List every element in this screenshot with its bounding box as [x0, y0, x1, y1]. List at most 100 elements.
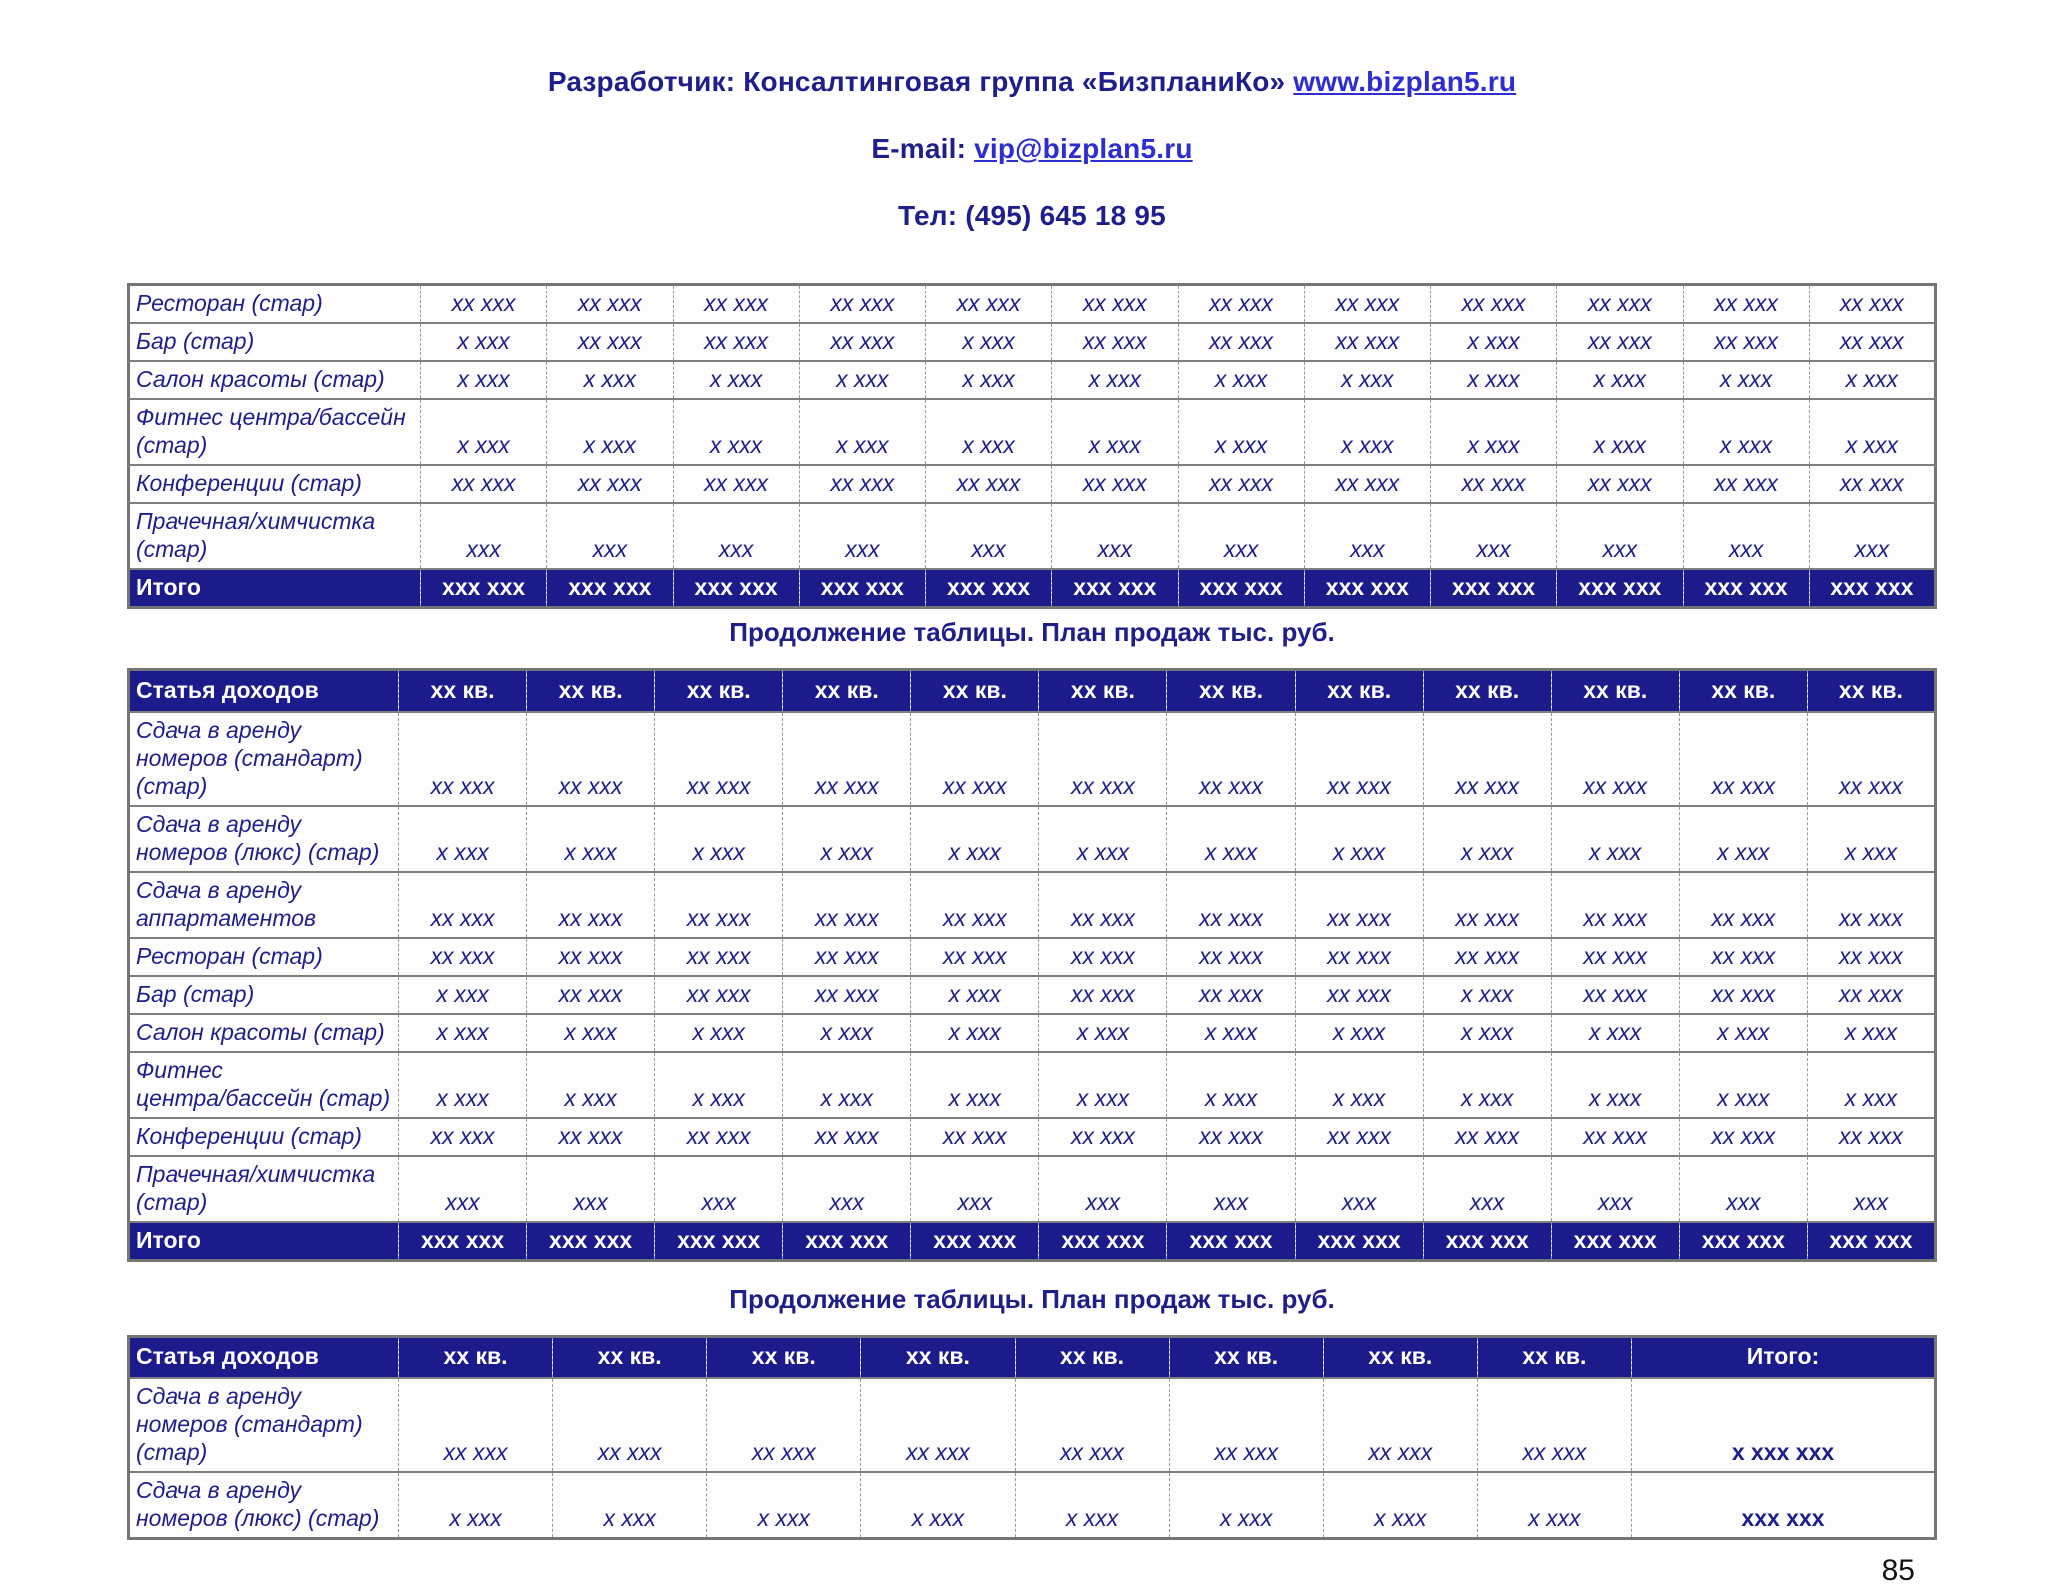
value-cell: х ххх — [1429, 398, 1558, 466]
total-value-cell: ххх ххх — [924, 568, 1053, 608]
row-label-cell: Бар (стар) — [128, 322, 421, 362]
value-cell: ххх — [1303, 502, 1432, 570]
value-cell: х ххх — [1556, 398, 1684, 466]
value-cell: хх ххх — [1808, 322, 1937, 362]
value-cell: х ххх — [526, 1050, 656, 1118]
value-cell: хх ххх — [397, 870, 528, 938]
table-row: Фитнес центра/бассейн (стар) х ххх х ххх х … — [128, 1050, 1937, 1118]
value-cell: хх ххх — [1806, 870, 1937, 938]
value-cell: хх ххх — [1303, 322, 1432, 362]
value-cell: хх ххх — [1422, 936, 1552, 976]
value-cell: х ххх — [1806, 1012, 1937, 1052]
total-value-cell: ххх ххх — [654, 1220, 784, 1261]
value-cell: хх ххх — [546, 322, 674, 362]
row-label-cell: Сдача в аренду номеров (люкс) (стар) — [128, 1471, 399, 1539]
column-header-quarter: хх кв. — [654, 668, 784, 712]
value-cell: хх ххх — [1166, 710, 1296, 806]
value-cell: х ххх — [546, 398, 674, 466]
value-cell: х ххх — [1429, 322, 1558, 362]
value-cell: х ххх — [1177, 360, 1305, 400]
table-total-row: Итого ххх ххх ххх ххх ххх ххх ххх ххх ххх ххх… — [128, 1220, 1937, 1261]
column-header-total: Итого: — [1631, 1335, 1936, 1379]
value-cell: х ххх — [1294, 1012, 1424, 1052]
row-total-cell: х ххх ххх — [1631, 1377, 1936, 1473]
value-cell: х ххх — [1166, 1012, 1296, 1052]
value-cell: хх ххх — [1294, 974, 1424, 1014]
value-cell: хх ххх — [1177, 283, 1305, 324]
value-cell: х ххх — [397, 1050, 528, 1118]
value-cell: хх ххх — [1806, 1116, 1937, 1156]
total-value-cell: ххх ххх — [782, 1220, 912, 1261]
value-cell: хх ххх — [1678, 870, 1808, 938]
value-cell: х ххх — [1808, 360, 1937, 400]
value-cell: х ххх — [1476, 1471, 1633, 1539]
value-cell: х ххх — [1808, 398, 1937, 466]
sales-plan-table-continuation-2: Статья доходов хх кв. хх кв. хх кв. хх кв. хх… — [127, 668, 1937, 1262]
email-link[interactable]: vip@bizplan5.ru — [974, 133, 1193, 164]
value-cell: хх ххх — [1550, 1116, 1680, 1156]
value-cell: х ххх — [552, 1471, 708, 1539]
developer-label: Разработчик: Консалтинговая группа «Бизп… — [547, 66, 1294, 97]
value-cell: х ххх — [1177, 398, 1305, 466]
row-label-cell: Прачечная/химчистка (стар) — [128, 502, 421, 570]
value-cell: х ххх — [1422, 804, 1552, 872]
total-value-cell: ххх ххх — [1806, 1220, 1937, 1261]
value-cell: х ххх — [1322, 1471, 1478, 1539]
table-row: Прачечная/химчистка (стар) ххх ххх ххх ххх хх… — [128, 502, 1937, 570]
value-cell: х ххх — [654, 1012, 784, 1052]
value-cell: хх ххх — [1550, 936, 1680, 976]
value-cell: хх ххх — [1550, 710, 1680, 806]
value-cell: хх ххх — [924, 283, 1053, 324]
value-cell: ххх — [1051, 502, 1179, 570]
value-cell: хх ххх — [860, 1377, 1016, 1473]
value-cell: хх ххх — [1166, 974, 1296, 1014]
value-cell: х ххх — [1422, 1012, 1552, 1052]
value-cell: хх ххх — [1038, 974, 1168, 1014]
table-header-row: Статья доходов хх кв. хх кв. хх кв. хх кв. хх… — [128, 668, 1937, 712]
value-cell: хх ххх — [1303, 283, 1432, 324]
value-cell: х ххх — [924, 398, 1053, 466]
value-cell: хх ххх — [706, 1377, 862, 1473]
value-cell: х ххх — [1678, 1050, 1808, 1118]
value-cell: хх ххх — [526, 1116, 656, 1156]
value-cell: х ххх — [419, 398, 548, 466]
value-cell: х ххх — [672, 398, 800, 466]
total-value-cell: ххх ххх — [1051, 568, 1179, 608]
value-cell: х ххх — [1550, 804, 1680, 872]
total-value-cell: ххх ххх — [1682, 568, 1810, 608]
value-cell: х ххх — [1422, 1050, 1552, 1118]
value-cell: хх ххх — [1166, 870, 1296, 938]
document-page: Разработчик: Консалтинговая группа «Бизп… — [127, 66, 1937, 1587]
value-cell: х ххх — [1682, 398, 1810, 466]
value-cell: хх ххх — [1038, 936, 1168, 976]
value-cell: хх ххх — [672, 322, 800, 362]
value-cell: х ххх — [1806, 1050, 1937, 1118]
column-header-quarter: хх кв. — [1422, 668, 1552, 712]
total-label-cell: Итого — [128, 568, 421, 608]
value-cell: хх ххх — [1476, 1377, 1633, 1473]
value-cell: хх ххх — [1294, 870, 1424, 938]
table-row: Салон красоты (стар) х ххх х ххх х ххх х ххх… — [128, 1012, 1937, 1052]
email-line: E-mail: vip@bizplan5.ru — [127, 131, 1937, 166]
website-link[interactable]: www.bizplan5.ru — [1293, 66, 1517, 97]
table-header-row: Статья доходов хх кв. хх кв. хх кв. хх кв. хх… — [128, 1335, 1936, 1379]
column-header-quarter: хх кв. — [552, 1335, 708, 1379]
total-label-cell: Итого — [128, 1220, 399, 1261]
row-label-cell: Ресторан (стар) — [128, 936, 399, 976]
value-cell: хх ххх — [672, 283, 800, 324]
row-label-cell: Фитнес центра/бассейн (стар) — [128, 398, 421, 466]
value-cell: хх ххх — [1051, 283, 1179, 324]
row-label-cell: Салон красоты (стар) — [128, 360, 421, 400]
column-header-quarter: хх кв. — [1166, 668, 1296, 712]
total-value-cell: ххх ххх — [1556, 568, 1684, 608]
value-cell: хх ххх — [1014, 1377, 1170, 1473]
value-cell: ххх — [419, 502, 548, 570]
value-cell: х ххх — [910, 1050, 1040, 1118]
table-row: Конференции (стар) хх ххх хх ххх хх ххх хх х… — [128, 1116, 1937, 1156]
value-cell: хх ххх — [1038, 870, 1168, 938]
value-cell: ххх — [654, 1154, 784, 1222]
total-value-cell: ххх ххх — [1808, 568, 1937, 608]
value-cell: хх ххх — [798, 283, 927, 324]
value-cell: х ххх — [1166, 1050, 1296, 1118]
total-value-cell: ххх ххх — [672, 568, 800, 608]
